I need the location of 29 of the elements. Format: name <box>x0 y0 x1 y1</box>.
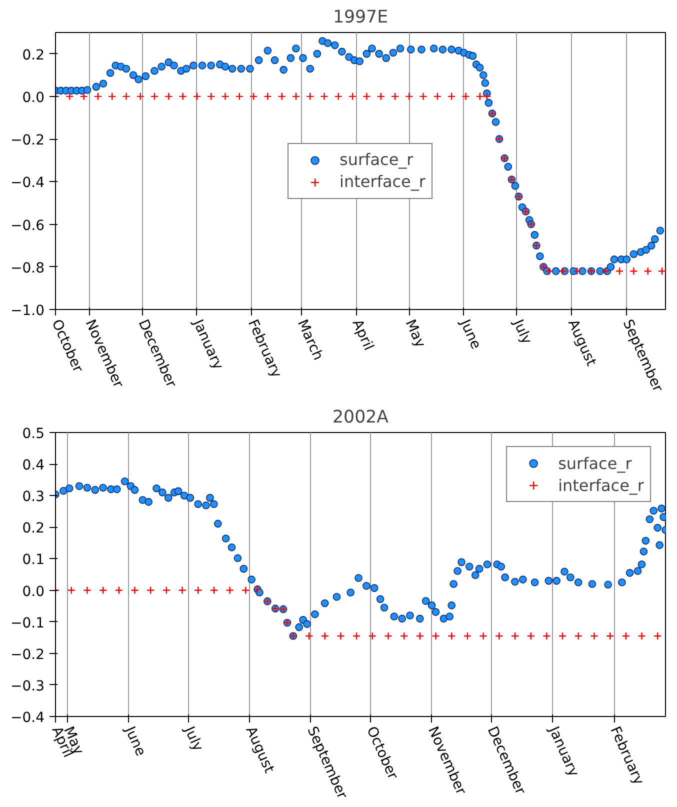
y-tick-label: −0.2 <box>10 646 45 663</box>
x-tick-label: July <box>180 723 206 754</box>
y-tick-label: −0.8 <box>10 260 45 276</box>
y-tick-label: −1.0 <box>10 303 45 319</box>
chart-title: 2002A <box>332 408 389 428</box>
x-tick-label: May <box>402 317 428 350</box>
x-tick-label: June <box>456 316 484 352</box>
y-tick-label: 0.2 <box>22 47 44 64</box>
x-tick-label: April <box>348 317 376 353</box>
y-tick-label: −0.6 <box>10 218 45 234</box>
legend-label: interface_r <box>340 172 426 191</box>
y-tick-label: −0.4 <box>10 175 45 192</box>
legend-label: surface_r <box>340 150 414 169</box>
y-tick-label: 0.4 <box>22 458 45 474</box>
y-tick-label: 0.0 <box>22 584 44 600</box>
y-tick-label: 0.1 <box>22 552 44 568</box>
y-tick-label: −0.4 <box>10 710 45 726</box>
chart-title: 1997E <box>332 8 388 28</box>
legend-label: surface_r <box>558 454 632 472</box>
y-tick-label: −0.2 <box>10 132 45 149</box>
y-tick-label: −0.1 <box>10 615 45 632</box>
y-tick-label: 0.5 <box>22 426 44 442</box>
y-tick-label: 0.3 <box>22 489 44 506</box>
y-tick-label: 0.0 <box>22 90 44 106</box>
legend-label: interface_r <box>558 476 644 494</box>
y-tick-label: −0.3 <box>10 678 45 694</box>
x-tick-label: June <box>121 723 149 759</box>
x-tick-label: July <box>509 316 535 347</box>
y-tick-label: 0.2 <box>22 520 44 537</box>
